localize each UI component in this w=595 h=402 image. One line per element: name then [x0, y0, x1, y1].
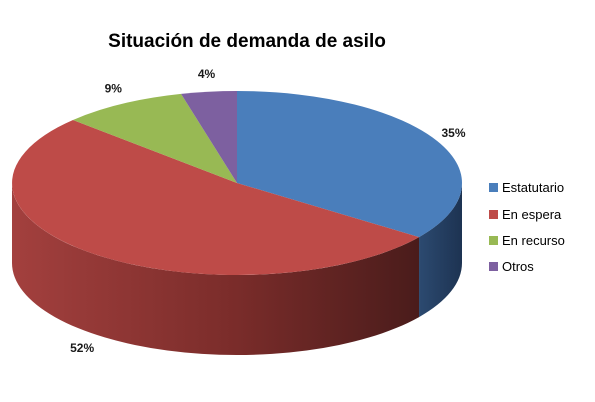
legend-swatch-en-recurso	[489, 236, 498, 245]
legend-swatch-otros	[489, 262, 498, 271]
legend-label-otros: Otros	[502, 259, 534, 274]
legend-item-en-recurso: En recurso	[489, 233, 565, 248]
legend-swatch-estatutario	[489, 183, 498, 192]
legend-item-en-espera: En espera	[489, 207, 562, 222]
legend-item-estatutario: Estatutario	[489, 180, 564, 195]
pie-side-estatutario	[419, 183, 462, 318]
pie-slice-estatutario	[237, 91, 463, 238]
pie-slice-otros	[181, 91, 237, 183]
pie-data-labels: 35% 52% 9% 4%	[70, 67, 466, 355]
data-label-en-espera: 52%	[70, 341, 94, 355]
data-label-estatutario: 35%	[441, 126, 465, 140]
legend-label-estatutario: Estatutario	[502, 180, 564, 195]
pie-slice-en-recurso	[72, 93, 237, 183]
data-label-en-recurso: 9%	[105, 81, 123, 95]
pie-slice-en-espera	[12, 120, 420, 275]
legend-item-otros: Otros	[489, 259, 534, 274]
legend-swatch-en-espera	[489, 210, 498, 219]
chart-title: Situación de demanda de asilo	[108, 31, 386, 52]
legend: Estatutario En espera En recurso Otros	[489, 180, 565, 274]
pie-side-en-espera	[12, 183, 420, 356]
pie-tops	[12, 91, 463, 275]
legend-label-en-recurso: En recurso	[502, 233, 565, 248]
pie-sides	[12, 183, 462, 356]
legend-label-en-espera: En espera	[502, 207, 562, 222]
data-label-otros: 4%	[198, 67, 216, 81]
